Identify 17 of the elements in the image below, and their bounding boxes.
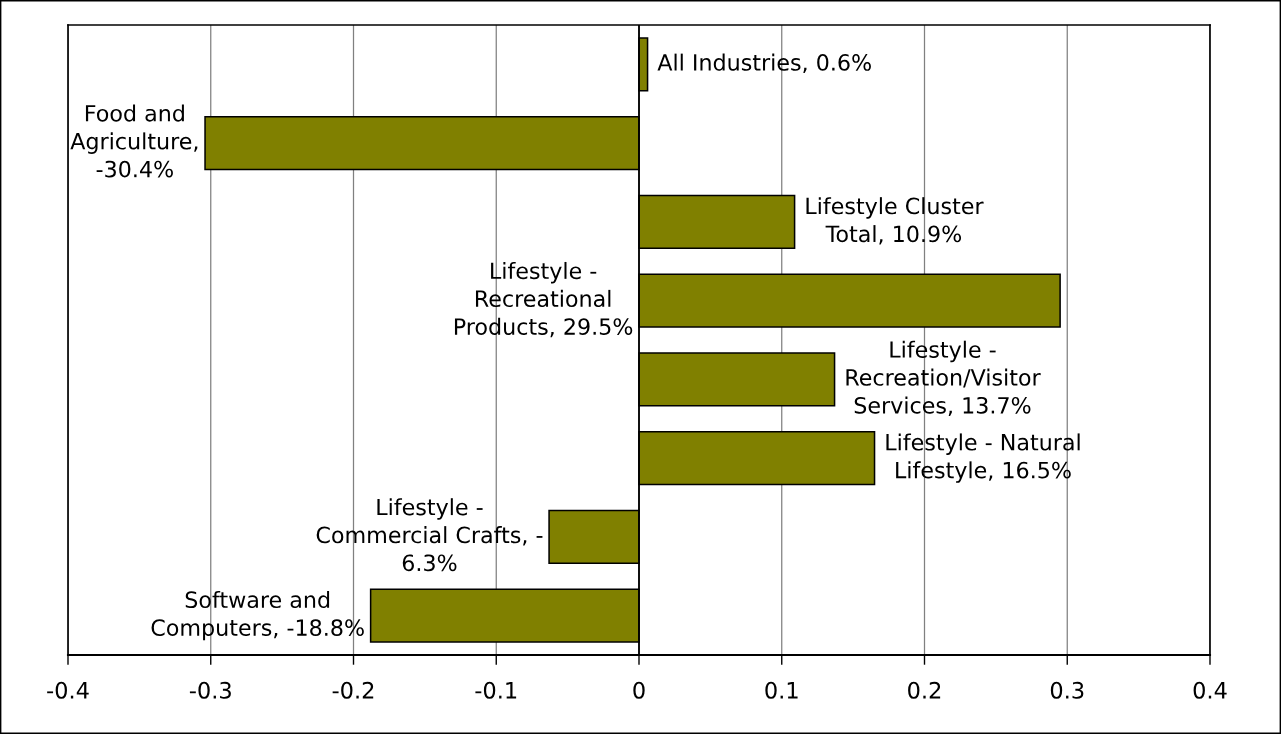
x-tick-label: -0.1: [475, 681, 517, 699]
x-tick-label: 0.4: [1193, 681, 1227, 699]
data-label: Lifestyle - Natural Lifestyle, 16.5%: [886, 433, 1080, 483]
x-tick-label: -0.2: [332, 681, 374, 699]
data-label: Lifestyle Cluster Total, 10.9%: [806, 197, 984, 245]
x-tick-label: -0.4: [47, 681, 89, 699]
data-label: Food and Agriculture, -30.4%: [70, 104, 198, 178]
data-label: Software and Computers, -18.8%: [151, 590, 364, 641]
x-tick-label: 0.3: [1050, 681, 1084, 699]
x-tick-label: 0.2: [908, 681, 941, 699]
data-label: Lifestyle - Commercial Crafts, - 6.3%: [316, 498, 543, 572]
x-tick-label: 0: [633, 681, 645, 699]
data-label: Lifestyle - Recreation/Visitor Services, 13.7%: [846, 340, 1041, 417]
x-tick-label: 0.1: [765, 681, 798, 699]
data-label: All Industries, 0.6%: [657, 53, 871, 74]
data-label: Lifestyle - Recreational Products, 29.5%: [454, 261, 633, 338]
x-tick-label: -0.3: [189, 681, 231, 699]
